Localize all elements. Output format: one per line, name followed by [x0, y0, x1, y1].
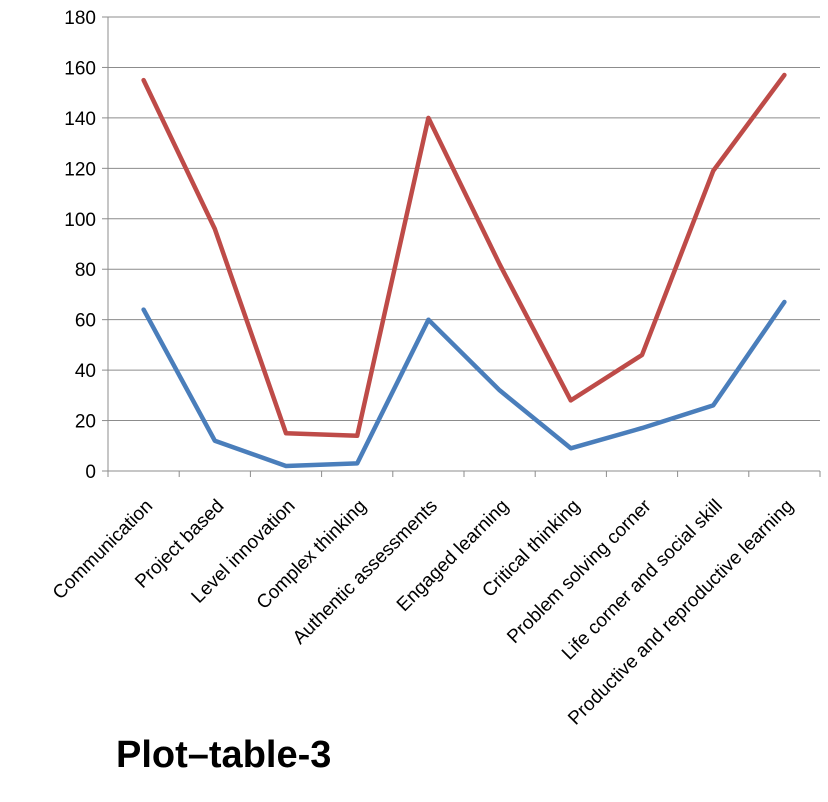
- chart-caption: Plot–table-3: [116, 734, 332, 776]
- x-tick-label: Problem solving corner: [503, 495, 656, 648]
- y-tick-label: 0: [85, 462, 96, 483]
- y-tick-labels: 0 20 40 60 80 100 120 140 160 180: [64, 8, 96, 483]
- y-tick-label: 40: [75, 361, 96, 382]
- x-tick-label: Authentic assessments: [289, 496, 442, 649]
- y-tick-label: 140: [64, 109, 96, 130]
- y-tick-label: 120: [64, 159, 96, 180]
- y-tick-label: 20: [75, 412, 96, 433]
- series-lines: [141, 72, 787, 469]
- y-tick-label: 180: [64, 8, 96, 29]
- series-line-2: [141, 72, 787, 438]
- y-tick-label: 160: [64, 58, 96, 79]
- axes: [102, 16, 821, 477]
- y-tick-label: 100: [64, 210, 96, 231]
- y-tick-label: 60: [75, 311, 96, 332]
- y-tick-label: 80: [75, 260, 96, 281]
- gridlines: [108, 16, 820, 422]
- series-line-1: [141, 299, 787, 469]
